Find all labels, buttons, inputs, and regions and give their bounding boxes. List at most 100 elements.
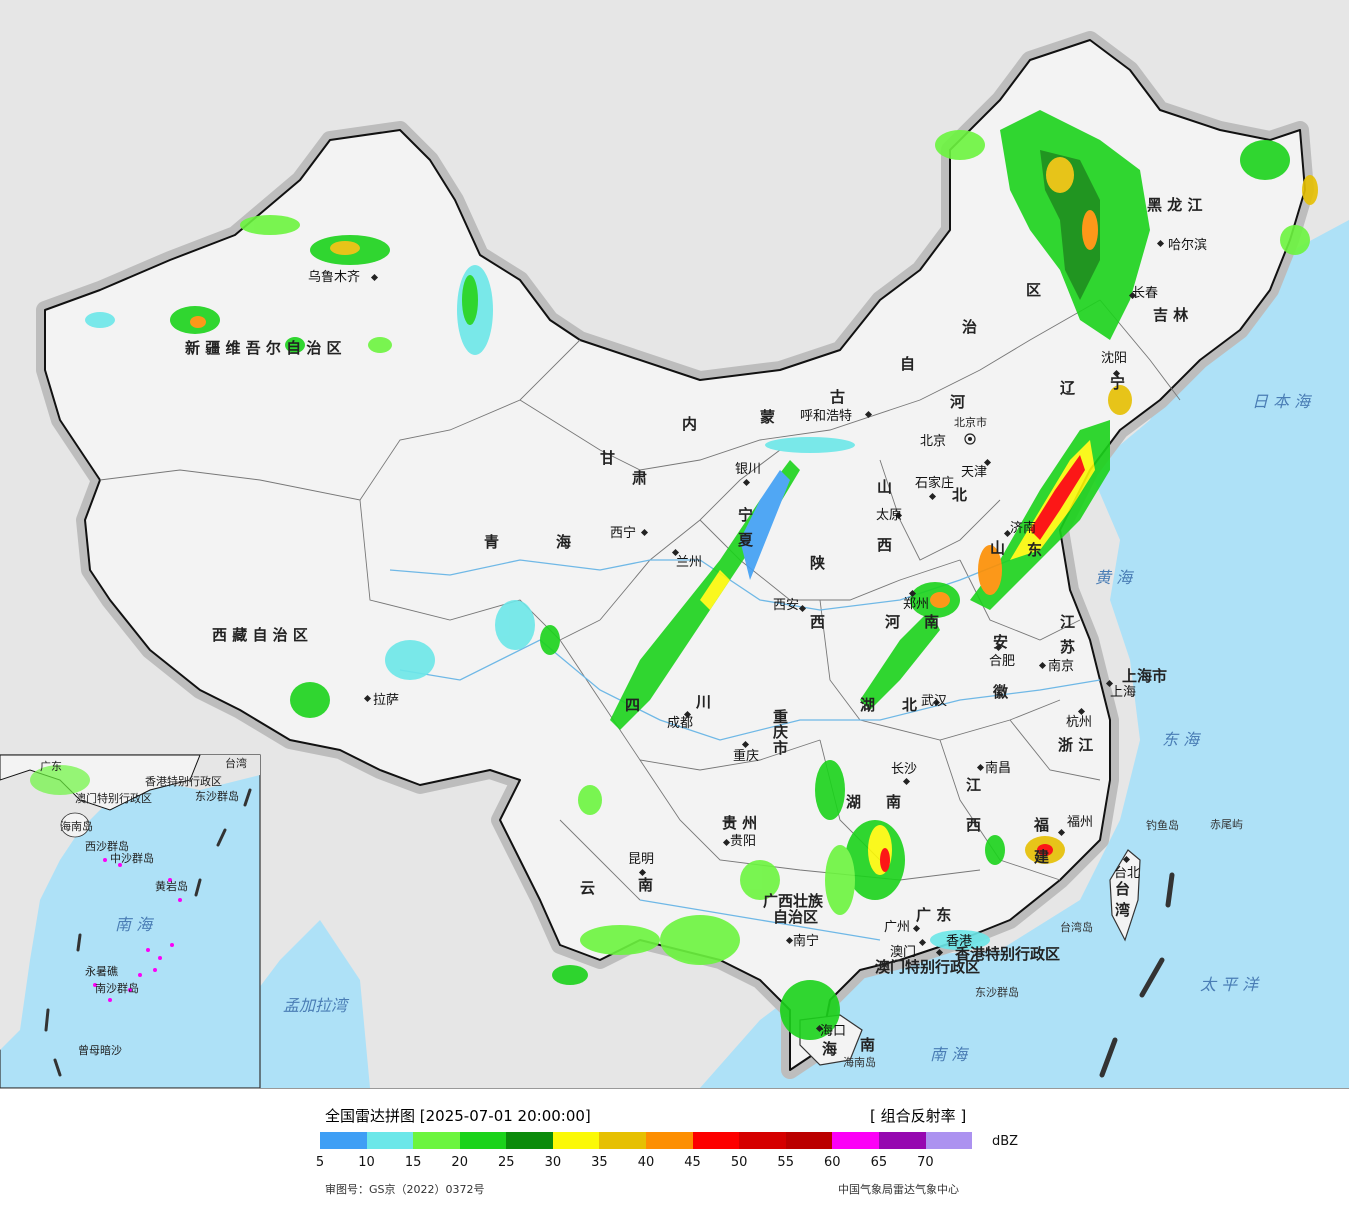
label-xinjiang: 新 疆 维 吾 尔 自 治 区 — [185, 339, 342, 357]
label-neimeng-6: 区 — [1026, 281, 1041, 299]
label-neimeng-5: 治 — [962, 318, 977, 336]
inset-label-taiwan: 台湾 — [225, 756, 247, 770]
legend-tick-label: 5 — [315, 1155, 325, 1170]
sea-mengjiala: 孟加拉湾 — [283, 996, 350, 1015]
color-scale-cell — [692, 1132, 740, 1149]
label-taiwan-2: 湾 — [1115, 901, 1130, 919]
color-scale-cell — [506, 1132, 553, 1149]
city-labels: 乌鲁木齐 拉萨 西宁 兰州 银川 呼和浩特 哈尔滨 长春 沈阳 北京 北京市 天… — [308, 237, 1207, 1039]
label-chongqing-2: 庆 — [773, 723, 788, 741]
label-neimeng-4: 自 — [900, 355, 915, 373]
inset-label-xisha: 西沙群岛 — [85, 839, 129, 853]
city-yinchuan: 银川 — [735, 462, 761, 477]
label-sichuan-1: 四 — [625, 696, 640, 714]
label-shanxi-2: 西 — [877, 536, 892, 554]
label-qinghai-1: 青 — [484, 533, 499, 551]
city-beijing-shi: 北京市 — [954, 415, 987, 429]
island-labels: 钓鱼岛 赤尾屿 台湾岛 东沙群岛 海南岛 — [843, 818, 1243, 1069]
legend-tick-label: 70 — [917, 1155, 934, 1170]
label-qinghai-2: 海 — [556, 533, 571, 551]
label-ningxia-2: 夏 — [737, 531, 754, 549]
label-yunnan-1: 云 — [580, 879, 595, 897]
city-fuzhou: 福州 — [1067, 815, 1093, 830]
label-hubei-2: 北 — [902, 696, 917, 714]
label-chongqing-1: 重 — [773, 708, 788, 726]
legend-title: 全国雷达拼图 [2025-07-01 20:00:00] — [325, 1107, 591, 1125]
label-yunnan-2: 南 — [638, 876, 653, 894]
label-hebei-1: 河 — [950, 393, 965, 411]
city-hohhot: 呼和浩特 — [800, 409, 852, 424]
city-shijiazhuang: 石家庄 — [915, 475, 954, 491]
label-liaoning-1: 辽 — [1060, 379, 1075, 397]
label-ningxia-1: 宁 — [738, 506, 753, 524]
label-taiwan-1: 台 — [1115, 880, 1130, 898]
label-fujian-2: 建 — [1034, 848, 1050, 866]
sea-area — [700, 220, 1349, 1088]
legend-tick-label: 35 — [591, 1155, 608, 1170]
legend-tick-label: 15 — [404, 1155, 422, 1170]
legend-tick-label: 30 — [544, 1155, 562, 1170]
city-hefei: 合肥 — [989, 654, 1015, 669]
legend-tick-label: 40 — [637, 1155, 655, 1170]
label-jiangxi-2: 西 — [966, 816, 981, 834]
sea-nanhai: 南 海 — [930, 1045, 969, 1064]
color-scale-cell — [646, 1132, 693, 1149]
sea-riben: 日 本 海 — [1252, 392, 1312, 411]
inset-label-guangdong: 广东 — [40, 760, 62, 773]
color-scale-cell — [413, 1132, 460, 1149]
label-shandong-1: 山 — [990, 539, 1005, 557]
label-guangxi-1: 广西壮族 — [763, 892, 824, 910]
city-nanjing: 南京 — [1048, 658, 1074, 674]
city-zhengzhou: 郑州 — [903, 597, 929, 612]
legend-tick-label: 60 — [824, 1155, 841, 1170]
label-hongkong-sar: 香港特别行政区 — [955, 945, 1060, 963]
city-taipei: 台北 — [1114, 866, 1140, 881]
label-fujian-1: 福 — [1033, 816, 1049, 834]
label-jiangsu-1: 江 — [1060, 613, 1075, 631]
label-jilin: 吉 林 — [1153, 306, 1189, 324]
inset-label-dongsha: 东沙群岛 — [195, 789, 239, 803]
label-sichuan-2: 川 — [695, 693, 711, 711]
label-hubei-1: 湖 — [860, 696, 875, 714]
label-anhui-2: 徽 — [992, 683, 1009, 701]
color-scale-cell — [925, 1132, 973, 1149]
city-taiyuan: 太原 — [876, 508, 902, 523]
legend-tick-label: 45 — [684, 1155, 701, 1170]
color-scale-cell — [320, 1132, 367, 1149]
legend-tick-label: 20 — [451, 1155, 468, 1170]
city-macau: 澳门 — [890, 944, 916, 960]
label-neimeng-3: 古 — [830, 388, 845, 406]
label-shanxi-1: 山 — [877, 478, 892, 496]
legend-tick-label: 50 — [730, 1155, 748, 1170]
sea-labels: 日 本 海 黄 海 东 海 太 平 洋 南 海 孟加拉湾 — [283, 392, 1312, 1064]
label-neimeng-2: 蒙 — [760, 408, 775, 426]
label-neimeng-1: 内 — [682, 415, 697, 433]
island-taiwan: 台湾岛 — [1060, 920, 1093, 934]
color-scale-cell — [785, 1132, 833, 1149]
city-hangzhou: 杭州 — [1066, 715, 1092, 730]
city-changsha: 长沙 — [891, 762, 917, 777]
island-dongsha: 东沙群岛 — [975, 985, 1019, 999]
inset-label-nansha: 南沙群岛 — [95, 981, 139, 995]
radar-map[interactable]: 新 疆 维 吾 尔 自 治 区 西 藏 自 治 区 青 海 甘 肃 内 蒙 古 … — [0, 0, 1349, 1088]
sea-taipingyang: 太 平 洋 — [1200, 975, 1260, 994]
label-chongqing-3: 市 — [773, 739, 788, 757]
boundary-dashes — [1099, 872, 1175, 1078]
label-guangdong: 广 东 — [916, 906, 951, 924]
city-lhasa: 拉萨 — [373, 693, 399, 708]
inset-label-zengmu: 曾母暗沙 — [78, 1043, 122, 1057]
city-lanzhou: 兰州 — [676, 555, 702, 570]
city-hongkong: 香港 — [946, 934, 972, 949]
label-liaoning-2: 宁 — [1110, 374, 1125, 392]
city-nanchang: 南昌 — [985, 760, 1011, 776]
label-xizang: 西 藏 自 治 区 — [212, 626, 308, 644]
label-henan-2: 南 — [924, 613, 939, 631]
city-jinan: 济南 — [1010, 520, 1036, 536]
color-scale-cell — [832, 1132, 879, 1149]
review-number: 审图号：GS京（2022）0372号 — [325, 1183, 485, 1196]
radar-echoes — [85, 110, 1318, 1040]
label-guizhou: 贵 州 — [722, 814, 757, 832]
legend-unit: dBZ — [992, 1134, 1019, 1149]
sea-donghai: 东 海 — [1162, 730, 1201, 749]
city-changchun: 长春 — [1132, 286, 1158, 301]
